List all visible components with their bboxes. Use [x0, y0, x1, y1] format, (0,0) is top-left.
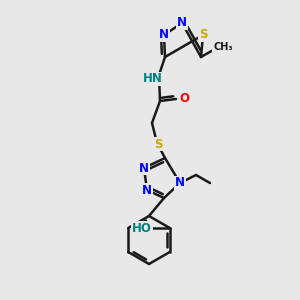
Text: S: S: [154, 137, 162, 151]
Text: HO: HO: [132, 221, 152, 235]
Text: N: N: [175, 176, 185, 190]
Text: N: N: [159, 28, 169, 41]
Text: CH₃: CH₃: [213, 42, 233, 52]
Text: N: N: [177, 16, 187, 29]
Text: N: N: [142, 184, 152, 196]
Text: O: O: [179, 92, 189, 104]
Text: N: N: [139, 161, 149, 175]
Text: S: S: [199, 28, 207, 41]
Text: HN: HN: [143, 73, 163, 85]
